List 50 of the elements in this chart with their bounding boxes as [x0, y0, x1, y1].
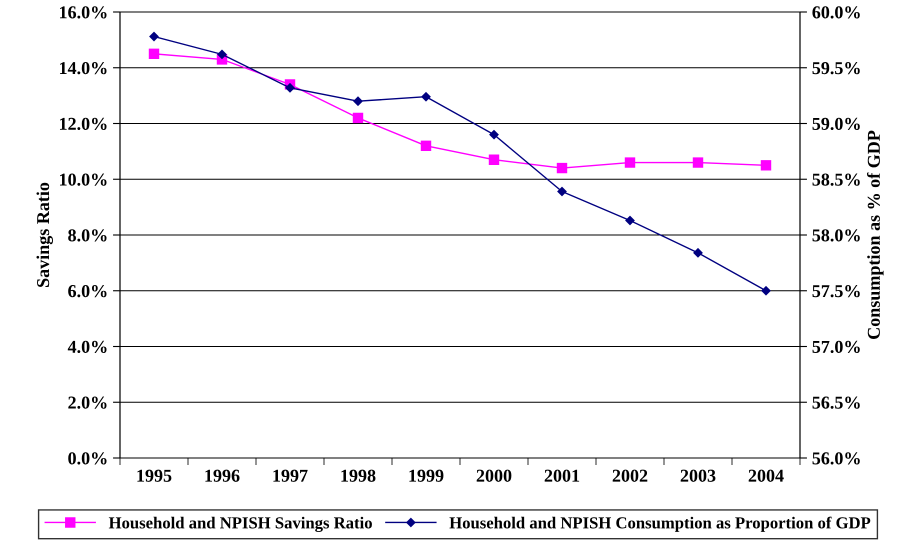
- y-axis-title: Savings Ratio: [36, 182, 53, 287]
- x-tick-label: 1996: [205, 470, 240, 482]
- y2-tick-label: 57.0%: [812, 340, 860, 354]
- y-tick-label: 0.0%: [68, 452, 106, 465]
- y2-tick-label: 58.0%: [812, 229, 860, 242]
- y-tick-label: 4.0%: [68, 340, 106, 354]
- y2-tick-label: 59.0%: [812, 118, 860, 130]
- y2-tick-label: 56.5%: [812, 396, 860, 409]
- legend-label: Household and NPISH Savings Ratio: [108, 516, 372, 532]
- point: [353, 96, 363, 106]
- y-tick-label: 6.0%: [68, 285, 106, 298]
- legend-label: Household and NPISH Consumption as Proportion of GDP: [449, 516, 870, 532]
- point: [217, 50, 227, 59]
- y2-tick-label: 56.0%: [812, 452, 860, 465]
- y-tick-label: 12.0%: [60, 118, 106, 130]
- x-tick-label: 2002: [612, 470, 648, 482]
- x-tick-label: 1995: [137, 470, 172, 482]
- x-tick-label: 2004: [748, 470, 784, 482]
- x-tick-label: 2003: [680, 470, 716, 482]
- x-tick-label: 1998: [341, 470, 376, 482]
- y-tick-label: 14.0%: [60, 62, 106, 74]
- y-tick-label: 16.0%: [60, 6, 106, 19]
- point: [624, 157, 636, 168]
- y-tick-label: 8.0%: [68, 229, 106, 242]
- x-tick-label: 2001: [544, 470, 580, 482]
- point: [760, 160, 772, 171]
- y-tick-label: 10.0%: [60, 174, 106, 186]
- point: [557, 186, 567, 196]
- point: [693, 248, 703, 258]
- y2-tick-label: 57.5%: [812, 285, 860, 298]
- point: [421, 92, 431, 102]
- point: [625, 216, 635, 226]
- point: [149, 32, 159, 42]
- y-tick-label: 2.0%: [68, 396, 106, 409]
- point: [556, 162, 568, 174]
- point: [420, 140, 432, 152]
- point: [148, 48, 160, 60]
- x-tick-label: 1997: [273, 470, 308, 482]
- x-tick-label: 1999: [409, 470, 444, 482]
- point: [761, 286, 771, 296]
- y2-tick-label: 58.5%: [812, 174, 860, 186]
- point: [489, 130, 499, 140]
- point: [488, 154, 500, 165]
- point: [285, 83, 295, 92]
- y2-tick-label: 60.0%: [812, 6, 860, 19]
- point: [692, 157, 704, 168]
- y2-axis-title: Consumption as % of GDP: [867, 130, 884, 339]
- point: [352, 112, 364, 124]
- y2-tick-label: 59.5%: [812, 62, 860, 74]
- x-tick-label: 2000: [476, 470, 512, 482]
